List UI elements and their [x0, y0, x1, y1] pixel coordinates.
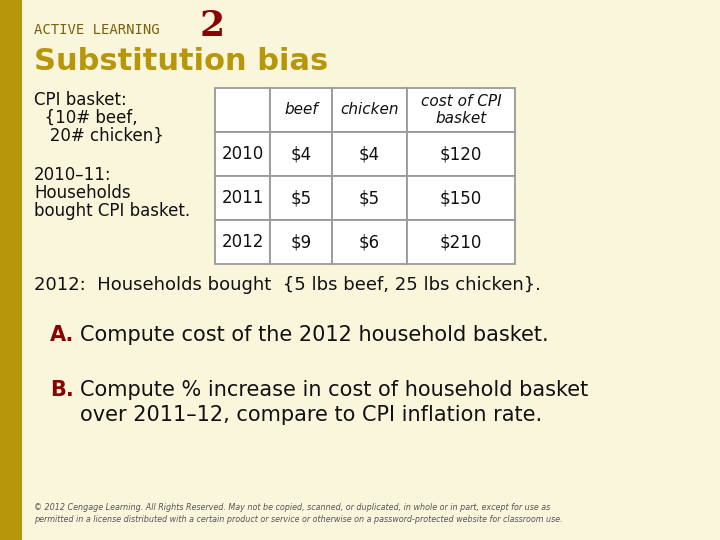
Bar — [215, 220, 270, 264]
Text: 2011: 2011 — [221, 189, 264, 207]
Text: 2010–11:: 2010–11: — [34, 166, 112, 184]
Text: over 2011–12, compare to CPI inflation rate.: over 2011–12, compare to CPI inflation r… — [80, 405, 542, 425]
Bar — [407, 132, 515, 176]
Bar — [270, 88, 332, 132]
Text: $4: $4 — [290, 145, 312, 163]
Text: beef: beef — [284, 103, 318, 118]
Text: $9: $9 — [290, 233, 312, 251]
Text: 2: 2 — [200, 9, 225, 43]
Bar — [332, 132, 407, 176]
Text: {10# beef,: {10# beef, — [34, 109, 138, 127]
Bar — [332, 88, 407, 132]
Bar — [270, 220, 332, 264]
Text: Households: Households — [34, 184, 130, 202]
Text: B.: B. — [50, 380, 73, 400]
Bar — [332, 220, 407, 264]
Text: $6: $6 — [359, 233, 380, 251]
Text: ACTIVE LEARNING: ACTIVE LEARNING — [34, 23, 160, 37]
Text: 2012: 2012 — [221, 233, 264, 251]
Text: bought CPI basket.: bought CPI basket. — [34, 202, 190, 220]
Text: $150: $150 — [440, 189, 482, 207]
Text: cost of CPI
basket: cost of CPI basket — [420, 94, 501, 126]
Bar — [215, 176, 270, 220]
Text: 2010: 2010 — [221, 145, 264, 163]
Text: © 2012 Cengage Learning. All Rights Reserved. May not be copied, scanned, or dup: © 2012 Cengage Learning. All Rights Rese… — [34, 503, 550, 512]
Text: Compute cost of the 2012 household basket.: Compute cost of the 2012 household baske… — [80, 325, 549, 345]
Text: chicken: chicken — [341, 103, 399, 118]
Text: $4: $4 — [359, 145, 380, 163]
Text: Compute % increase in cost of household basket: Compute % increase in cost of household … — [80, 380, 588, 400]
Text: A.: A. — [50, 325, 74, 345]
Text: $5: $5 — [290, 189, 312, 207]
Text: CPI basket:: CPI basket: — [34, 91, 127, 109]
Text: $120: $120 — [440, 145, 482, 163]
Bar — [270, 132, 332, 176]
Text: $5: $5 — [359, 189, 380, 207]
Bar — [215, 88, 270, 132]
Bar — [215, 132, 270, 176]
Bar — [407, 88, 515, 132]
Text: $210: $210 — [440, 233, 482, 251]
Text: 20# chicken}: 20# chicken} — [34, 127, 164, 145]
Text: permitted in a license distributed with a certain product or service or otherwis: permitted in a license distributed with … — [34, 516, 562, 524]
Bar — [0, 0, 22, 540]
Bar — [332, 176, 407, 220]
Bar — [270, 176, 332, 220]
Text: 2012:  Households bought  {5 lbs beef, 25 lbs chicken}.: 2012: Households bought {5 lbs beef, 25 … — [34, 276, 541, 294]
Text: Substitution bias: Substitution bias — [34, 48, 328, 77]
Bar — [407, 220, 515, 264]
Bar — [407, 176, 515, 220]
